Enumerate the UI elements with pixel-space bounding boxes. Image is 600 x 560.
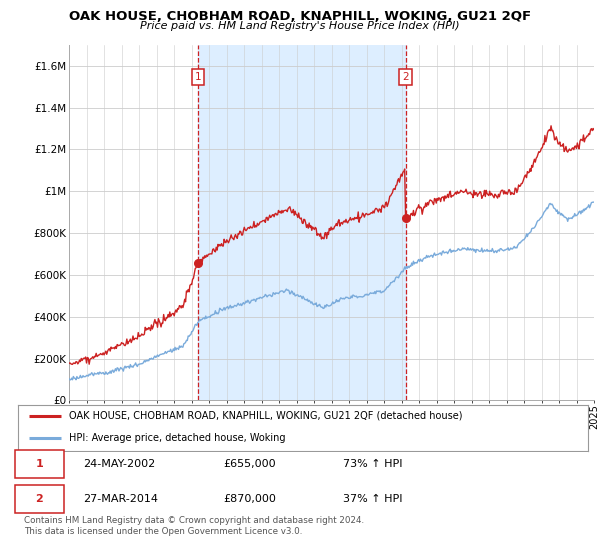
Text: 2: 2: [402, 72, 409, 82]
Text: 24-MAY-2002: 24-MAY-2002: [83, 459, 156, 469]
Text: 73% ↑ HPI: 73% ↑ HPI: [343, 459, 403, 469]
Text: OAK HOUSE, CHOBHAM ROAD, KNAPHILL, WOKING, GU21 2QF (detached house): OAK HOUSE, CHOBHAM ROAD, KNAPHILL, WOKIN…: [70, 411, 463, 421]
Text: £870,000: £870,000: [223, 494, 276, 504]
FancyBboxPatch shape: [15, 450, 64, 478]
Text: 2: 2: [35, 494, 43, 504]
Text: £655,000: £655,000: [223, 459, 276, 469]
Text: 1: 1: [35, 459, 43, 469]
Text: 37% ↑ HPI: 37% ↑ HPI: [343, 494, 403, 504]
Text: 1: 1: [195, 72, 202, 82]
FancyBboxPatch shape: [15, 484, 64, 513]
Text: OAK HOUSE, CHOBHAM ROAD, KNAPHILL, WOKING, GU21 2QF: OAK HOUSE, CHOBHAM ROAD, KNAPHILL, WOKIN…: [69, 10, 531, 22]
Text: HPI: Average price, detached house, Woking: HPI: Average price, detached house, Woki…: [70, 433, 286, 443]
Bar: [198, 45, 406, 400]
Text: Contains HM Land Registry data © Crown copyright and database right 2024.
This d: Contains HM Land Registry data © Crown c…: [24, 516, 364, 536]
Text: 27-MAR-2014: 27-MAR-2014: [83, 494, 158, 504]
Text: Price paid vs. HM Land Registry's House Price Index (HPI): Price paid vs. HM Land Registry's House …: [140, 21, 460, 31]
